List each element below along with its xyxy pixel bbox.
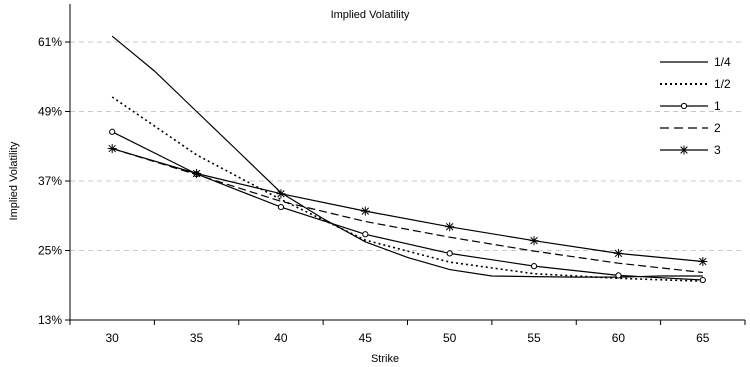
point-marker-asterisk — [679, 145, 689, 155]
series-line — [112, 148, 703, 274]
series-4 — [112, 148, 703, 274]
x-tick-label: 60 — [612, 331, 626, 345]
point-marker-circle — [362, 231, 369, 238]
x-tick-label: 50 — [443, 331, 457, 345]
series-line — [112, 148, 703, 263]
legend-item: 2 — [660, 121, 721, 135]
series-line — [111, 35, 703, 278]
x-tick-label: 45 — [359, 331, 373, 345]
point-marker-asterisk — [529, 236, 539, 246]
x-axis-title: Strike — [371, 353, 399, 365]
point-marker-circle — [680, 102, 688, 110]
x-tick-label: 30 — [106, 331, 120, 345]
legend-label: 1/2 — [714, 77, 731, 91]
series-3 — [109, 128, 706, 284]
point-marker-asterisk — [107, 144, 117, 154]
chart-title: Implied Volatility — [331, 9, 410, 21]
point-marker-asterisk — [192, 168, 202, 178]
legend-item: 1/2 — [660, 77, 731, 91]
y-axis-title: Implied Volatility — [8, 141, 20, 220]
x-tick-label: 40 — [274, 331, 288, 345]
series-1 — [111, 35, 703, 278]
y-tick-label: 25% — [38, 244, 62, 258]
point-marker-asterisk — [276, 189, 286, 199]
axes: 13% 25% 37% 49% 61% 30 35 40 45 50 55 60 65 — [38, 4, 746, 345]
point-marker-circle — [277, 203, 285, 211]
x-tick-label: 65 — [696, 331, 710, 345]
legend-label: 1 — [714, 99, 721, 113]
y-tick-label: 37% — [38, 174, 62, 188]
point-marker-circle — [699, 276, 706, 284]
series-group — [107, 35, 708, 284]
y-tick-label: 61% — [38, 35, 62, 49]
point-marker-asterisk — [445, 222, 455, 232]
point-marker-circle — [530, 263, 538, 270]
point-marker-circle — [109, 128, 116, 135]
y-tick-label: 49% — [38, 105, 62, 119]
y-tick-label: 13% — [38, 313, 62, 327]
legend: 1/4 1/2 1 2 3 — [660, 55, 731, 157]
point-marker-asterisk — [613, 248, 623, 258]
grid-lines — [70, 41, 745, 251]
legend-label: 3 — [714, 143, 721, 157]
point-marker-circle — [615, 272, 622, 279]
legend-item: 1 — [660, 99, 721, 113]
legend-label: 1/4 — [714, 55, 731, 69]
legend-item: 3 — [660, 143, 721, 157]
x-tick-label: 35 — [190, 331, 204, 345]
legend-item: 1/4 — [660, 55, 731, 69]
x-tick-label: 55 — [527, 331, 541, 345]
series-5 — [107, 144, 708, 267]
point-marker-circle — [446, 250, 453, 257]
point-marker-asterisk — [360, 206, 370, 216]
legend-label: 2 — [714, 121, 721, 135]
point-marker-asterisk — [698, 257, 708, 267]
